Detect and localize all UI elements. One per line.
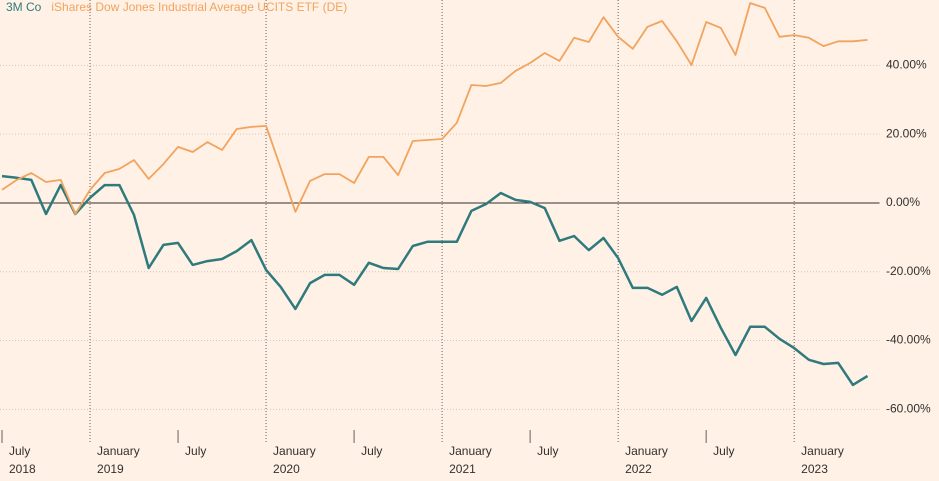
y-tick-label: -60.00% xyxy=(886,402,931,416)
x-tick-label: January xyxy=(273,444,316,458)
x-tick-label: July xyxy=(9,444,30,458)
year-label: 2020 xyxy=(273,462,300,476)
x-tick-label: January xyxy=(801,444,844,458)
x-tick-label: January xyxy=(625,444,668,458)
series-line xyxy=(1,174,869,387)
year-label: 2022 xyxy=(625,462,652,476)
year-label: 2019 xyxy=(97,462,124,476)
x-tick-label: January xyxy=(449,444,492,458)
year-label: 2023 xyxy=(801,462,828,476)
legend-label: iShares Dow Jones Industrial Average UCI… xyxy=(51,0,347,14)
year-label: 2021 xyxy=(449,462,476,476)
y-tick-label: -40.00% xyxy=(886,333,931,347)
y-tick-label: -20.00% xyxy=(886,264,931,278)
year-label: 2018 xyxy=(9,462,36,476)
x-tick-label: July xyxy=(185,444,206,458)
x-tick-label: January xyxy=(97,444,140,458)
y-tick-label: 0.00% xyxy=(886,195,920,209)
y-tick-label: 40.00% xyxy=(886,58,927,72)
series-line xyxy=(1,2,868,215)
x-tick-label: July xyxy=(361,444,382,458)
legend-label: 3M Co xyxy=(6,0,42,14)
x-tick-label: July xyxy=(713,444,734,458)
x-tick-label: July xyxy=(537,444,558,458)
y-tick-label: 20.00% xyxy=(886,126,927,140)
